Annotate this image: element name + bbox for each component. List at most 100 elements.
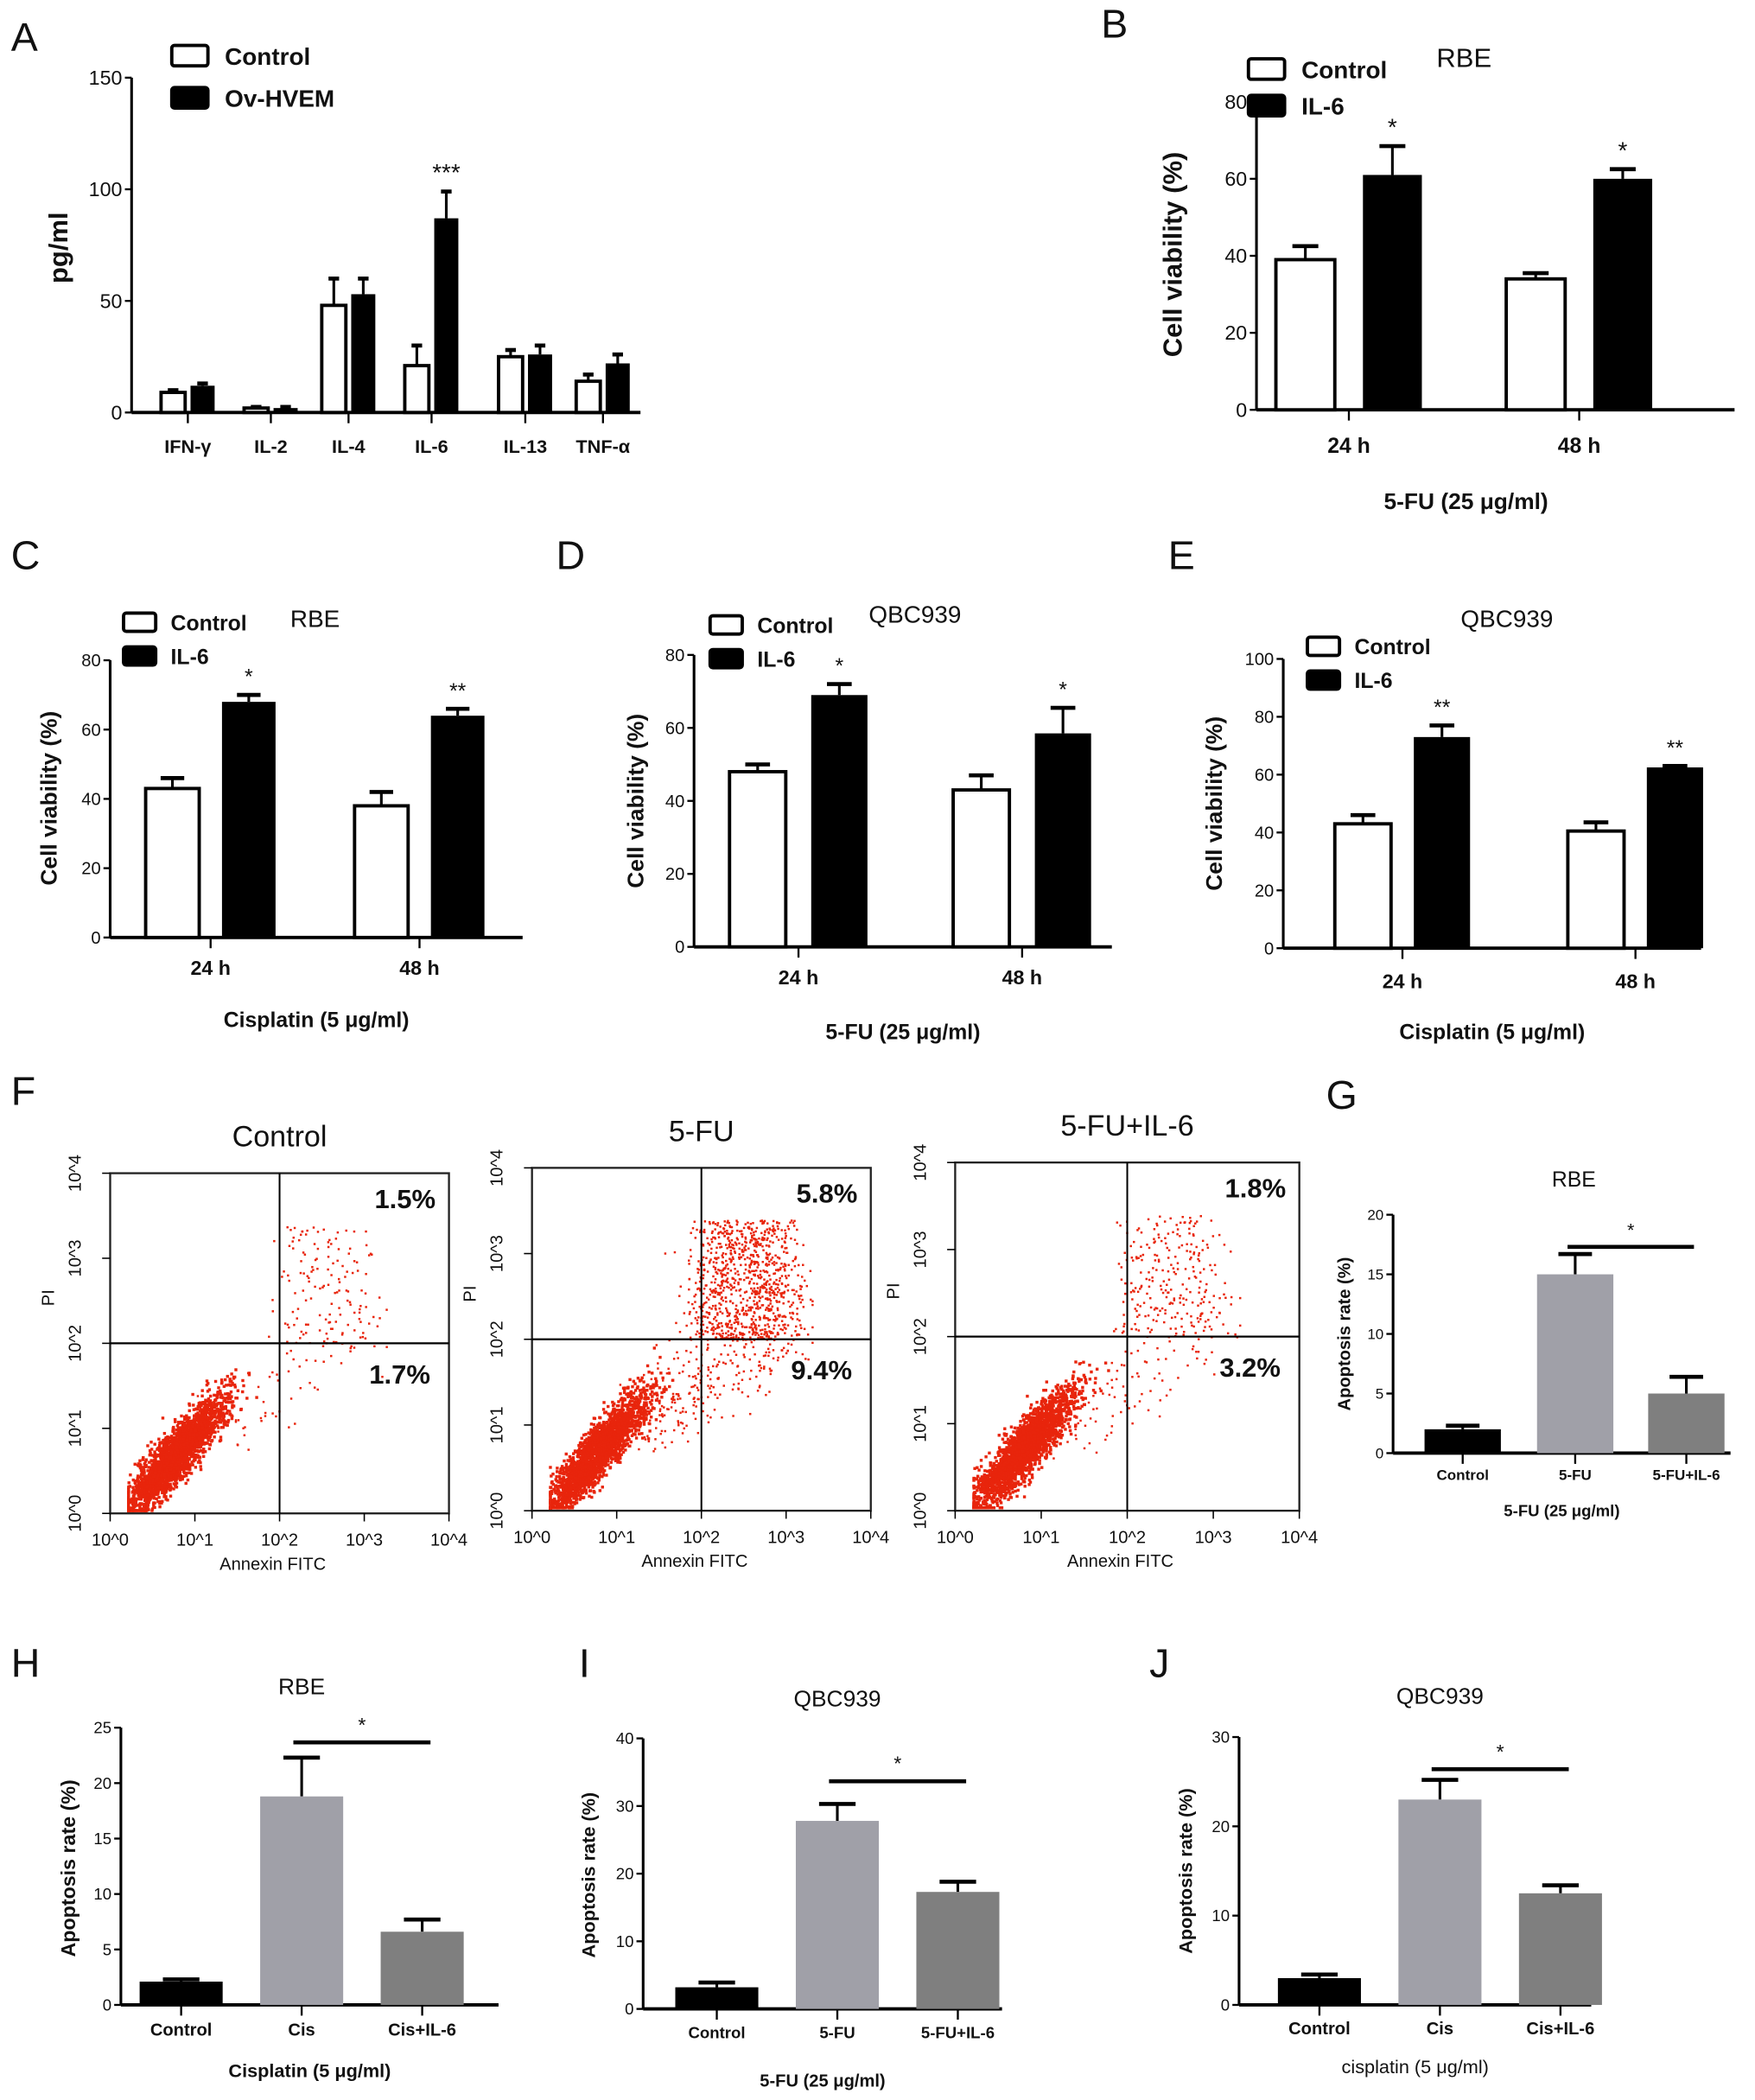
x-tick-label: Cis+IL-6	[388, 2021, 456, 2040]
scatter-point	[138, 1509, 142, 1512]
scatter-point	[268, 1375, 271, 1378]
scatter-point	[182, 1471, 187, 1475]
scatter-point	[186, 1435, 189, 1439]
scatter-point	[195, 1416, 200, 1420]
scatter-point	[621, 1398, 625, 1403]
scatter-point	[630, 1399, 634, 1403]
scatter-point	[221, 1419, 226, 1422]
scatter-point	[597, 1443, 601, 1448]
bar-j	[1398, 1799, 1482, 2005]
scatter-point	[172, 1487, 175, 1491]
x-tick-label: 10^4	[430, 1530, 467, 1550]
scatter-point	[651, 1395, 654, 1398]
scatter-point	[146, 1444, 149, 1448]
scatter-point	[563, 1506, 567, 1510]
scatter-point	[182, 1434, 186, 1438]
scatter-point	[167, 1464, 171, 1467]
scatter-point	[211, 1428, 214, 1431]
scatter-point	[638, 1422, 641, 1426]
scatter-point	[643, 1401, 646, 1404]
chart-title: RBE	[278, 1673, 325, 1699]
panel-label-E: E	[1168, 533, 1195, 578]
scatter-point	[154, 1468, 157, 1473]
scatter-point	[601, 1486, 604, 1489]
scatter-point	[607, 1428, 611, 1432]
scatter-point	[561, 1501, 564, 1505]
scatter-point	[213, 1422, 218, 1426]
scatter-point	[595, 1467, 599, 1471]
scatter-point	[654, 1379, 658, 1384]
scatter-point	[308, 1280, 310, 1283]
scatter-point	[193, 1454, 196, 1457]
scatter-point	[129, 1473, 132, 1477]
scatter-point	[337, 1277, 340, 1281]
scatter-point	[578, 1498, 582, 1501]
scatter-point	[569, 1469, 572, 1473]
scatter-point	[565, 1473, 569, 1477]
scatter-point	[146, 1479, 150, 1483]
scatter-point	[205, 1433, 208, 1436]
scatter-point	[154, 1457, 157, 1460]
scatter-point	[640, 1436, 645, 1440]
scatter-point	[199, 1420, 203, 1424]
scatter-point	[620, 1402, 625, 1405]
scatter-point	[364, 1292, 367, 1295]
scatter-point	[161, 1458, 164, 1461]
scatter-point	[137, 1493, 140, 1497]
bar-control	[143, 786, 201, 939]
scatter-point	[232, 1383, 237, 1387]
scatter-point	[188, 1449, 192, 1454]
scatter-point	[381, 1375, 384, 1378]
panel-label-G: G	[1326, 1072, 1358, 1117]
scatter-point	[615, 1455, 619, 1460]
scatter-point	[137, 1490, 141, 1493]
scatter-point	[294, 1422, 296, 1425]
scatter-point	[604, 1462, 607, 1466]
x-tick-label: IL-4	[332, 436, 366, 457]
scatter-point	[201, 1448, 206, 1451]
scatter-point	[194, 1436, 197, 1441]
bar-h	[380, 1931, 464, 2005]
scatter-point	[193, 1435, 196, 1438]
scatter-point	[188, 1416, 191, 1420]
scatter-point	[285, 1352, 289, 1355]
scatter-point	[570, 1492, 575, 1497]
scatter-point	[328, 1320, 332, 1324]
scatter-point	[593, 1472, 596, 1476]
scatter-point	[172, 1453, 175, 1457]
scatter-point	[332, 1340, 335, 1344]
scatter-point	[620, 1423, 624, 1427]
scatter-point	[163, 1448, 168, 1452]
scatter-point	[188, 1433, 192, 1437]
scatter-point	[155, 1497, 158, 1500]
scatter-point	[642, 1380, 645, 1384]
scatter-point	[292, 1236, 296, 1239]
bar-ov-hvem	[434, 218, 459, 413]
scatter-point	[576, 1453, 580, 1456]
scatter-point	[601, 1436, 606, 1440]
y-tick-label: 20	[616, 1865, 634, 1883]
scatter-point	[201, 1410, 205, 1414]
scatter-point	[283, 1270, 285, 1273]
scatter-point	[156, 1454, 161, 1458]
scatter-point	[179, 1429, 183, 1433]
scatter-point	[606, 1424, 609, 1429]
scatter-point	[338, 1281, 341, 1283]
scatter-point	[206, 1441, 209, 1445]
scatter-point	[611, 1400, 614, 1404]
scatter-point	[179, 1467, 183, 1471]
scatter-point	[218, 1402, 221, 1405]
scatter-point	[612, 1402, 616, 1406]
scatter-point	[171, 1429, 175, 1433]
scatter-point	[148, 1496, 152, 1499]
scatter-point	[127, 1481, 130, 1485]
scatter-point	[367, 1322, 371, 1325]
scatter-point	[165, 1461, 169, 1466]
scatter-point	[138, 1505, 142, 1510]
scatter-point	[638, 1389, 642, 1392]
scatter-point	[311, 1265, 314, 1269]
scatter-point	[219, 1435, 223, 1439]
scatter-point	[148, 1448, 152, 1453]
scatter-point	[346, 1299, 349, 1302]
scatter-point	[162, 1494, 167, 1499]
